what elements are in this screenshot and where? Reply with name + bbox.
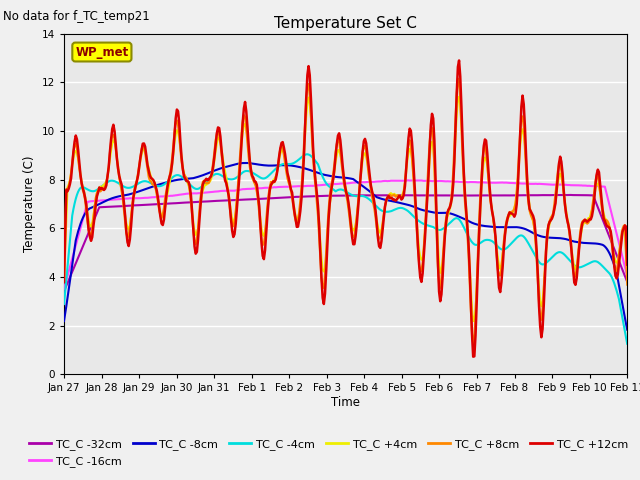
X-axis label: Time: Time	[331, 396, 360, 409]
Text: WP_met: WP_met	[76, 46, 129, 59]
Legend: TC_C -32cm, TC_C -16cm, TC_C -8cm, TC_C -4cm, TC_C +4cm, TC_C +8cm, TC_C +12cm: TC_C -32cm, TC_C -16cm, TC_C -8cm, TC_C …	[24, 435, 632, 471]
Y-axis label: Temperature (C): Temperature (C)	[23, 156, 36, 252]
Title: Temperature Set C: Temperature Set C	[274, 16, 417, 31]
Text: No data for f_TC_temp21: No data for f_TC_temp21	[3, 10, 150, 23]
